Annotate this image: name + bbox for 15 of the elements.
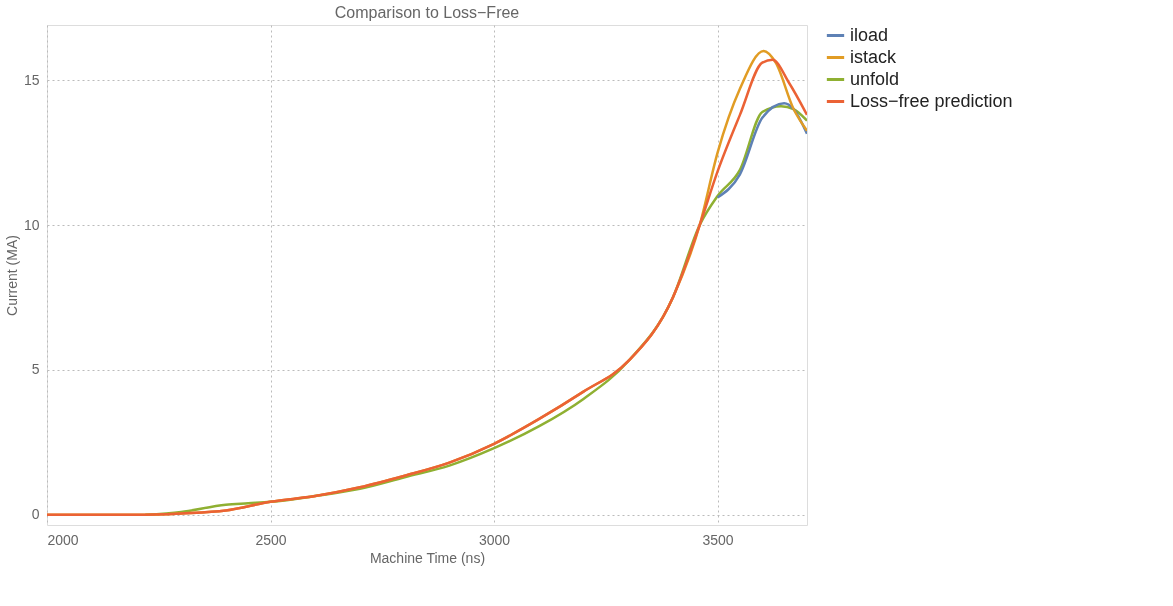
y-tick-label: 15 <box>23 71 40 88</box>
x-axis-title: Machine Time (ns) <box>369 549 486 566</box>
x-tick-label: 3000 <box>478 531 511 548</box>
y-tick-label: 10 <box>23 216 40 233</box>
x-tick-label: 3500 <box>702 531 734 548</box>
x-tick-label: 2000 <box>47 531 79 548</box>
chart-title: Comparison to Loss−Free <box>334 4 520 21</box>
y-tick-label: 5 <box>31 361 40 378</box>
x-tick-label: 2500 <box>255 531 287 548</box>
legend-label: istack <box>850 46 898 67</box>
legend-label: iload <box>850 24 889 45</box>
y-axis-title: Current (MA) <box>3 235 20 316</box>
legend-label: Loss−free prediction <box>850 90 1013 111</box>
legend-label: unfold <box>850 68 900 89</box>
y-tick-label: 0 <box>31 506 40 523</box>
